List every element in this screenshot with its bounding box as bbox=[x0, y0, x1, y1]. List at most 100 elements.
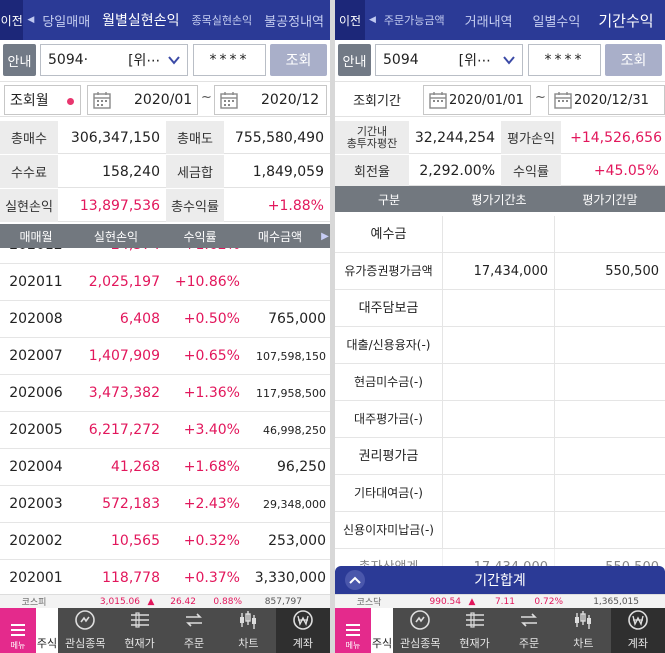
back-button[interactable]: 이전 bbox=[0, 0, 24, 40]
table-row[interactable]: 202008 6,408 +0.50% 765,000 bbox=[0, 301, 330, 338]
chevron-up-icon[interactable] bbox=[345, 570, 365, 590]
tab-orderable-amount[interactable]: 주문가능금액 bbox=[383, 14, 445, 27]
nav-chart-label: 차트 bbox=[573, 637, 594, 650]
guide-button[interactable]: 안내 bbox=[3, 44, 36, 76]
total-buy-value: 306,347,150 bbox=[70, 129, 160, 146]
period-total-bar[interactable]: 기간합계 bbox=[335, 566, 665, 594]
asset-period-start: 17,434,000 bbox=[443, 252, 555, 290]
row-buy-amount: 96,250 bbox=[277, 459, 326, 475]
tab-transactions[interactable]: 거래내역 bbox=[464, 14, 513, 30]
account-select[interactable]: 5094· [위⋯ bbox=[40, 44, 188, 76]
nav-quote-button[interactable]: 현재가 bbox=[112, 608, 166, 653]
account-row: 안내 5094 [위⋯ **** 조회 bbox=[335, 44, 665, 76]
asset-period-end bbox=[555, 401, 665, 438]
table-row[interactable]: 202003 572,183 +2.43% 29,348,000 bbox=[0, 486, 330, 523]
row-return-rate: +10.86% bbox=[174, 274, 240, 290]
nav-menu-button[interactable]: 메뉴 bbox=[0, 608, 36, 653]
tab-unfair-trading[interactable]: 불공정내역 bbox=[264, 14, 324, 30]
table-row[interactable]: 202006 3,473,382 +1.36% 117,958,500 bbox=[0, 375, 330, 412]
table-row[interactable]: 202001 118,778 +0.37% 3,330,000 bbox=[0, 560, 330, 594]
monthly-table-body[interactable]: 20201224,574+1.62% 202011 2,025,197 +10.86%… bbox=[0, 248, 330, 594]
hamburger-icon bbox=[346, 624, 360, 636]
nav-chart-label: 차트 bbox=[238, 637, 259, 650]
tab-scroll-left-icon[interactable]: ◀ bbox=[27, 15, 35, 25]
period-tilde: ~ bbox=[201, 90, 212, 105]
total-sell-value: 755,580,490 bbox=[234, 129, 324, 146]
row-buy-amount: 46,998,250 bbox=[263, 423, 326, 437]
nav-account-button[interactable]: 계좌 bbox=[275, 608, 330, 653]
nav-watchlist-button[interactable]: 관심종목 bbox=[393, 608, 447, 653]
period-type-select[interactable]: 조회월 bbox=[4, 85, 81, 115]
hamburger-icon bbox=[11, 624, 25, 636]
table-row[interactable]: 202011 2,025,197 +10.86% bbox=[0, 264, 330, 301]
guide-button[interactable]: 안내 bbox=[338, 44, 371, 76]
nav-quote-label: 현재가 bbox=[124, 637, 155, 650]
nav-stock-button[interactable]: 주식 bbox=[36, 608, 58, 653]
asset-grid-row: 대주담보금 bbox=[335, 289, 665, 327]
start-date-field[interactable]: 2020/01/01 bbox=[423, 85, 531, 115]
tab-daily-trading[interactable]: 당일매매 bbox=[42, 14, 91, 30]
row-realized-pnl: 2,025,197 bbox=[88, 274, 160, 290]
tab-daily-return[interactable]: 일별수익 bbox=[532, 14, 581, 30]
table-row[interactable]: 202004 41,268 +1.68% 96,250 bbox=[0, 449, 330, 486]
asset-period-end bbox=[555, 364, 665, 401]
calendar-icon bbox=[93, 92, 111, 109]
scroll-right-icon[interactable]: ▶ bbox=[321, 230, 329, 242]
period-total-label: 기간합계 bbox=[474, 573, 526, 589]
nav-quote-button[interactable]: 현재가 bbox=[447, 608, 501, 653]
index-name: 코스피 bbox=[21, 598, 47, 608]
tab-monthly-realized-pnl[interactable]: 월별실현손익 bbox=[102, 13, 180, 29]
row-return-rate: +2.43% bbox=[183, 496, 240, 512]
up-triangle-icon: ▲ bbox=[147, 596, 155, 607]
avg-investment-label: 기간내 총투자평잔 bbox=[335, 121, 409, 154]
back-button[interactable]: 이전 bbox=[335, 0, 365, 40]
total-buy-label: 총매수 bbox=[0, 121, 58, 154]
asset-period-end bbox=[555, 327, 665, 364]
nav-order-button[interactable]: 주문 bbox=[502, 608, 556, 653]
nav-account-label: 계좌 bbox=[627, 637, 648, 650]
tax-value: 1,849,059 bbox=[252, 163, 324, 180]
row-return-rate: +0.32% bbox=[183, 533, 240, 549]
account-select[interactable]: 5094 [위⋯ bbox=[375, 44, 523, 76]
query-button[interactable]: 조회 bbox=[605, 44, 662, 76]
asset-grid-body[interactable]: 예수금 유가증권평가금액 17,434,000 550,500 대주담보금 대출/신용융자… bbox=[335, 212, 665, 566]
password-field[interactable]: **** bbox=[528, 44, 601, 76]
won-coin-icon bbox=[293, 610, 313, 630]
table-row[interactable]: 202002 10,565 +0.32% 253,000 bbox=[0, 523, 330, 560]
nav-order-button[interactable]: 주문 bbox=[167, 608, 221, 653]
table-row[interactable]: 202007 1,407,909 +0.65% 107,598,150 bbox=[0, 338, 330, 375]
nav-chart-button[interactable]: 차트 bbox=[221, 608, 275, 653]
table-row[interactable]: 20201224,574+1.62% bbox=[0, 248, 330, 264]
nav-chart-button[interactable]: 차트 bbox=[556, 608, 610, 653]
index-ticker: 코스닥 990.54 ▲ 7.11 0.72% 1,365,015 bbox=[335, 594, 665, 608]
query-button[interactable]: 조회 bbox=[270, 44, 327, 76]
nav-stock-button[interactable]: 주식 bbox=[371, 608, 393, 653]
end-date-field[interactable]: 2020/12/31 bbox=[548, 85, 665, 115]
row-buy-amount: 107,598,150 bbox=[256, 349, 326, 363]
end-month-value: 2020/12 bbox=[261, 92, 320, 108]
index-name: 코스닥 bbox=[356, 598, 382, 608]
password-field[interactable]: **** bbox=[193, 44, 266, 76]
order-icon bbox=[521, 613, 538, 627]
nav-account-button[interactable]: 계좌 bbox=[610, 608, 665, 653]
row-realized-pnl: 1,407,909 bbox=[88, 348, 160, 364]
end-month-field[interactable]: 2020/12 bbox=[214, 85, 327, 115]
total-sell-label: 총매도 bbox=[166, 121, 224, 154]
nav-order-label: 주문 bbox=[518, 637, 540, 650]
nav-menu-button[interactable]: 메뉴 bbox=[335, 608, 371, 653]
asset-category: 권리평가금 bbox=[335, 437, 443, 475]
valuation-pnl-value: +14,526,656 bbox=[570, 129, 662, 146]
tab-scroll-left-icon[interactable]: ◀ bbox=[369, 15, 376, 25]
asset-period-start bbox=[443, 326, 555, 364]
total-return-value: +1.88% bbox=[267, 197, 324, 214]
nav-watchlist-label: 관심종목 bbox=[64, 637, 106, 650]
row-return-rate: +0.65% bbox=[183, 348, 240, 364]
chevron-down-icon bbox=[168, 56, 180, 65]
period-row: 조회기간 2020/01/01 ~ 2020/12/31 bbox=[335, 81, 665, 117]
tab-period-return[interactable]: 기간수익 bbox=[598, 11, 654, 30]
nav-watchlist-button[interactable]: 관심종목 bbox=[58, 608, 112, 653]
start-month-field[interactable]: 2020/01 bbox=[87, 85, 198, 115]
tab-stock-realized-pnl[interactable]: 종목실현손익 bbox=[191, 14, 253, 27]
table-row[interactable]: 202005 6,217,272 +3.40% 46,998,250 bbox=[0, 412, 330, 449]
asset-period-end bbox=[555, 512, 665, 549]
